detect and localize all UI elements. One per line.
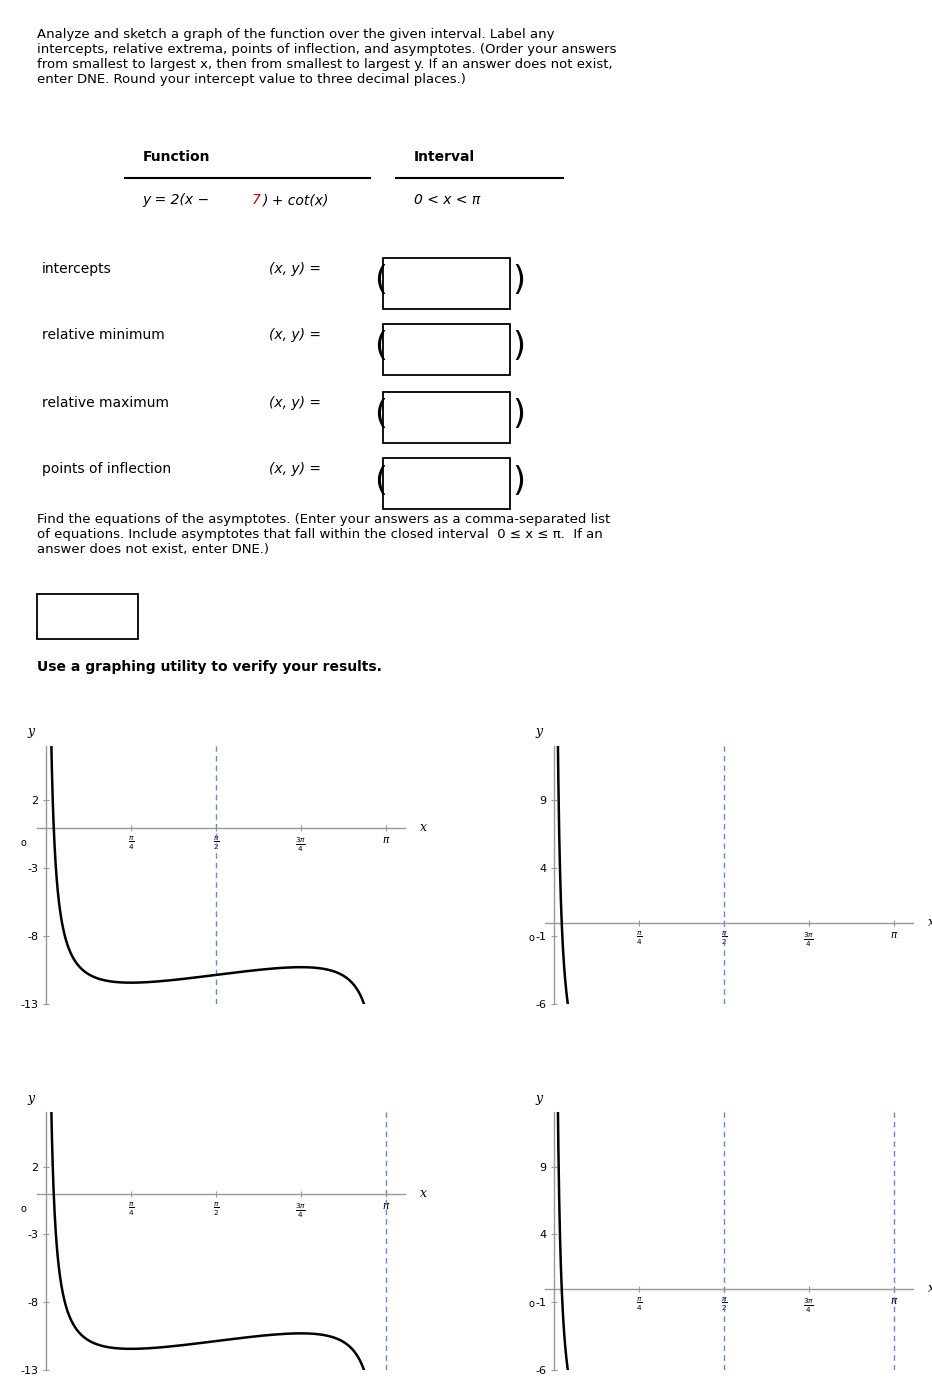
Text: ): ) (512, 465, 525, 498)
Text: x: x (928, 1282, 932, 1295)
Text: o: o (21, 1204, 27, 1214)
Text: (: ( (375, 399, 388, 432)
FancyBboxPatch shape (383, 257, 511, 309)
Text: ): ) (512, 399, 525, 432)
Text: o: o (21, 839, 27, 848)
FancyBboxPatch shape (383, 392, 511, 443)
FancyBboxPatch shape (383, 324, 511, 375)
Text: Use a graphing utility to verify your results.: Use a graphing utility to verify your re… (37, 660, 382, 674)
Text: y: y (536, 1092, 542, 1104)
Text: Find the equations of the asymptotes. (Enter your answers as a comma-separated l: Find the equations of the asymptotes. (E… (37, 513, 610, 556)
Text: (: ( (375, 264, 388, 298)
Text: o: o (528, 1300, 535, 1309)
Text: 7: 7 (252, 194, 261, 208)
Text: x: x (420, 1187, 427, 1200)
Text: (x, y) =: (x, y) = (269, 328, 322, 342)
Text: points of inflection: points of inflection (42, 462, 171, 476)
Text: ) + cot(x): ) + cot(x) (264, 194, 330, 208)
Text: (x, y) =: (x, y) = (269, 262, 322, 275)
Text: y: y (536, 725, 542, 739)
FancyBboxPatch shape (37, 594, 138, 639)
Text: relative maximum: relative maximum (42, 396, 169, 410)
Text: 0 < x < π: 0 < x < π (414, 194, 480, 208)
Text: intercepts: intercepts (42, 262, 112, 275)
Text: relative minimum: relative minimum (42, 328, 164, 342)
Text: x: x (420, 821, 427, 835)
Text: y = 2(x −: y = 2(x − (143, 194, 214, 208)
Text: (x, y) =: (x, y) = (269, 396, 322, 410)
Text: (x, y) =: (x, y) = (269, 462, 322, 476)
FancyBboxPatch shape (383, 458, 511, 509)
Text: y: y (28, 725, 34, 739)
Text: (: ( (375, 465, 388, 498)
Text: Analyze and sketch a graph of the function over the given interval. Label any
in: Analyze and sketch a graph of the functi… (37, 28, 617, 86)
Text: o: o (528, 933, 535, 943)
Text: x: x (928, 916, 932, 929)
Text: Function: Function (143, 149, 210, 165)
Text: (: ( (375, 331, 388, 364)
Text: ): ) (512, 331, 525, 364)
Text: y: y (28, 1092, 34, 1104)
Text: ): ) (512, 264, 525, 298)
Text: Interval: Interval (414, 149, 475, 165)
